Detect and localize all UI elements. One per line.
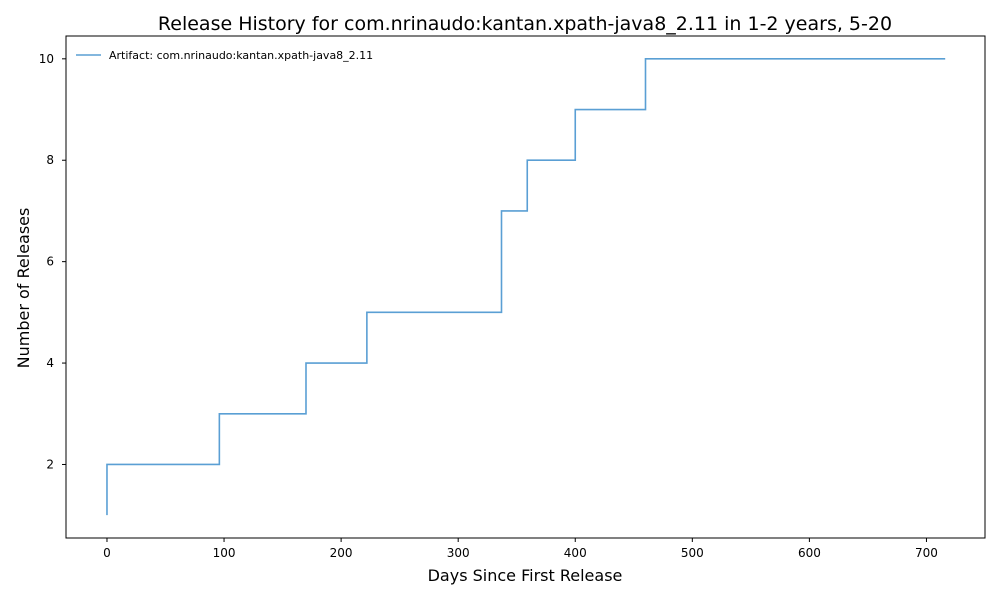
series-group <box>106 58 946 516</box>
series-line <box>106 58 946 516</box>
legend-box <box>72 43 402 67</box>
x-axis-label: Days Since First Release <box>428 566 623 585</box>
y-tick-label: 10 <box>39 52 54 66</box>
y-tick-label: 4 <box>46 356 54 370</box>
y-tick-label: 6 <box>46 255 54 269</box>
x-axis-ticks: 0 100 200 300 400 500 600 700 <box>103 538 938 560</box>
y-tick-label: 2 <box>46 457 54 471</box>
legend-label: Artifact: com.nrinaudo:kantan.xpath-java… <box>109 49 373 62</box>
x-tick-label: 300 <box>447 546 470 560</box>
x-tick-label: 400 <box>564 546 587 560</box>
x-tick-label: 200 <box>330 546 353 560</box>
x-tick-label: 100 <box>213 546 236 560</box>
legend: Artifact: com.nrinaudo:kantan.xpath-java… <box>72 43 402 67</box>
x-tick-label: 600 <box>798 546 821 560</box>
plot-frame <box>65 35 986 539</box>
x-tick-label: 700 <box>915 546 938 560</box>
y-axis-label: Number of Releases <box>14 208 33 369</box>
y-axis-ticks: 2 4 6 8 10 <box>39 52 66 471</box>
x-tick-label: 500 <box>681 546 704 560</box>
chart-title: Release History for com.nrinaudo:kantan.… <box>158 13 892 35</box>
y-tick-label: 8 <box>46 153 54 167</box>
x-tick-label: 0 <box>103 546 111 560</box>
